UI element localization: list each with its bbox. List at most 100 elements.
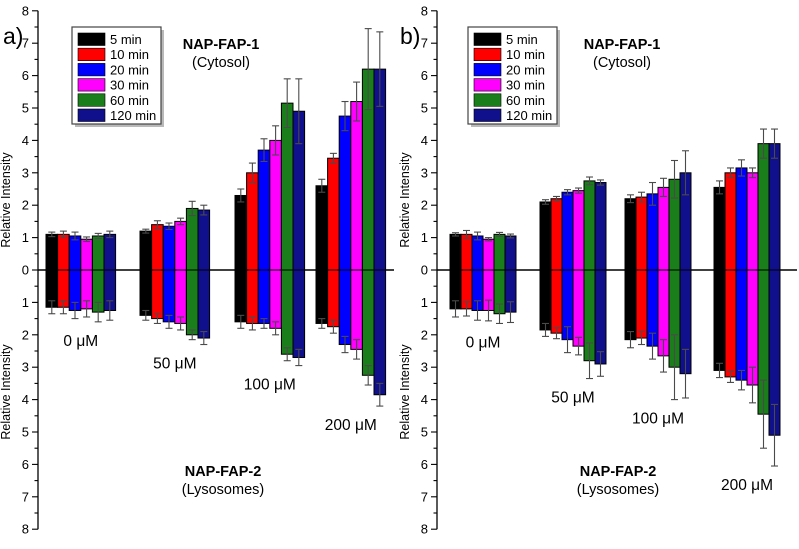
y-axis-tick-label: 6 xyxy=(22,457,29,472)
legend-swatch xyxy=(77,47,106,62)
legend-label: 30 min xyxy=(110,78,149,93)
bar-lower-30min-3 xyxy=(350,269,363,350)
lower-region-title: NAP-FAP-2 xyxy=(580,464,657,480)
y-axis-tick-label: 5 xyxy=(421,101,428,116)
y-axis-tick-label: 4 xyxy=(22,133,29,148)
category-label: 200 μM xyxy=(721,477,773,494)
bar-lower-5min-3 xyxy=(315,269,329,324)
y-axis-tick-label: 0 xyxy=(22,263,29,278)
bar-upper-5min-0 xyxy=(45,233,59,271)
bar-lower-10min-3 xyxy=(724,269,737,378)
panel-a: 8 7 6 5 4 3 2 1 0 1 2 3 4 5 6 7 8 Relative Intensity Relat… xyxy=(0,3,394,537)
legend-swatch xyxy=(473,63,502,77)
bar-upper-30min-3 xyxy=(350,101,363,271)
legend-item: 60 min xyxy=(77,93,149,108)
y-axis-tick-label: 5 xyxy=(22,425,29,440)
y-axis-tick-label: 8 xyxy=(421,3,428,18)
bar-upper-20min-1 xyxy=(162,225,176,271)
bar-lower-20min-1 xyxy=(162,269,176,323)
legend-label: 120 min xyxy=(506,108,552,123)
bar-lower-120min-2 xyxy=(292,269,306,358)
legend-item: 5 min xyxy=(77,32,142,47)
y-axis-tick-label: 8 xyxy=(421,522,428,537)
bar-upper-60min-0 xyxy=(493,233,506,271)
bars xyxy=(45,68,387,396)
bar-upper-120min-0 xyxy=(504,235,517,271)
y-axis-tick-label: 1 xyxy=(22,295,29,310)
bar-upper-5min-3 xyxy=(315,185,329,271)
bar-upper-60min-3 xyxy=(757,143,770,271)
bar-upper-20min-0 xyxy=(68,235,82,271)
bar-upper-10min-1 xyxy=(550,198,563,271)
bar-upper-20min-3 xyxy=(735,167,748,271)
legend-item: 30 min xyxy=(473,78,545,93)
legend-item: 10 min xyxy=(473,47,545,62)
bar-lower-5min-2 xyxy=(624,269,637,341)
legend-label: 10 min xyxy=(506,47,545,62)
panel-letter: a) xyxy=(3,23,23,49)
bar-upper-120min-1 xyxy=(197,209,211,271)
legend-item: 120 min xyxy=(473,108,552,123)
bar-upper-20min-0 xyxy=(471,235,484,271)
bar-lower-60min-2 xyxy=(280,269,294,355)
category-label: 100 μM xyxy=(244,377,296,394)
bar-lower-20min-3 xyxy=(338,269,352,346)
category-label: 0 μM xyxy=(466,334,501,351)
legend-swatch xyxy=(77,108,106,122)
y-axis-tick-label: 3 xyxy=(22,360,29,375)
y-axis-tick-label: 3 xyxy=(421,165,428,180)
y-axis-tick-label: 0 xyxy=(421,263,428,278)
panel-b: 8 7 6 5 4 3 2 1 0 1 2 3 4 5 6 7 8 Relative Intensity Relat… xyxy=(398,3,797,537)
bar-upper-120min-3 xyxy=(768,143,781,271)
legend-label: 60 min xyxy=(110,93,149,108)
y-axis-title-lower: Relative Intensity xyxy=(0,344,13,440)
bar-lower-30min-1 xyxy=(174,269,187,324)
bar-lower-5min-1 xyxy=(539,269,552,331)
y-axis-title-upper: Relative Intensity xyxy=(0,152,13,248)
bar-lower-30min-2 xyxy=(269,269,282,329)
y-axis-tick-label: 4 xyxy=(421,392,428,407)
legend-swatch xyxy=(77,32,106,46)
legend-swatch xyxy=(77,93,106,107)
legend-item: 10 min xyxy=(77,47,149,62)
bar-upper-5min-1 xyxy=(139,230,153,271)
y-axis-tick-label: 1 xyxy=(421,230,428,245)
bar-upper-30min-0 xyxy=(80,238,93,271)
y-axis-tick-label: 2 xyxy=(22,198,29,213)
legend-item: 20 min xyxy=(473,62,545,77)
bar-upper-10min-2 xyxy=(246,172,259,271)
bar-upper-10min-2 xyxy=(635,196,648,271)
bar-lower-120min-1 xyxy=(197,269,211,339)
bar-lower-10min-1 xyxy=(550,269,563,334)
bar-upper-120min-0 xyxy=(103,233,117,271)
lower-region-subtitle: (Lysosomes) xyxy=(577,482,659,498)
category-label: 0 μM xyxy=(63,333,98,350)
bar-upper-30min-1 xyxy=(572,190,585,271)
bar-upper-30min-2 xyxy=(269,139,282,271)
upper-region-subtitle: (Cytosol) xyxy=(192,55,250,71)
y-axis-tick-label: 7 xyxy=(22,489,29,504)
y-axis-tick-label: 1 xyxy=(421,295,428,310)
y-axis-tick-label: 6 xyxy=(421,68,428,83)
y-axis-tick-label: 8 xyxy=(22,522,29,537)
y-axis-tick-label: 6 xyxy=(22,68,29,83)
category-label: 50 μM xyxy=(153,356,196,373)
bar-lower-5min-3 xyxy=(713,269,726,371)
error-bars xyxy=(48,28,384,407)
y-axis-tick-label: 4 xyxy=(22,392,29,407)
legend-label: 5 min xyxy=(110,32,142,47)
upper-region-subtitle: (Cytosol) xyxy=(593,55,651,71)
bar-upper-30min-2 xyxy=(657,186,670,271)
y-axis-tick-label: 7 xyxy=(421,489,428,504)
legend-swatch xyxy=(473,47,502,62)
bar-upper-20min-3 xyxy=(338,115,352,271)
legend-label: 5 min xyxy=(506,32,538,47)
bar-upper-10min-0 xyxy=(460,233,473,271)
y-axis-tick-label: 2 xyxy=(22,327,29,342)
legend-label: 20 min xyxy=(506,62,545,77)
y-axis-tick-label: 6 xyxy=(421,457,428,472)
bar-upper-5min-1 xyxy=(539,201,552,271)
legend-swatch xyxy=(473,93,502,107)
